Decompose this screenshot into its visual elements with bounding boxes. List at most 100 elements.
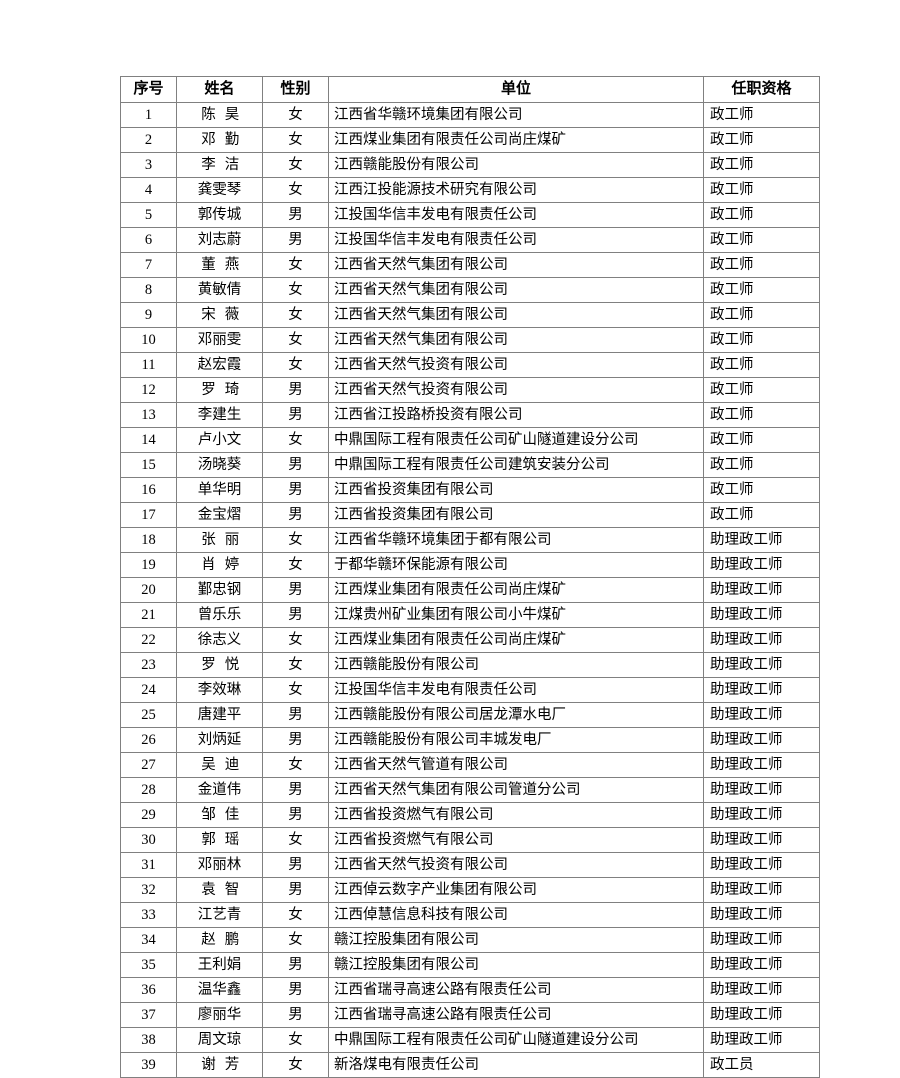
table-row: 8 黄敏倩 女江西省天然气集团有限公司 政工师 — [120, 277, 820, 303]
cell-name: 周文琼 — [176, 1027, 263, 1053]
cell-gender: 女 — [262, 427, 329, 453]
cell-index: 36 — [120, 977, 177, 1003]
person-name: 张丽 — [201, 532, 249, 548]
cell-gender: 女 — [262, 827, 329, 853]
cell-gender: 女 — [262, 102, 329, 128]
cell-gender: 女 — [262, 1027, 329, 1053]
table-header-row: 序号 姓名 性别 单位 任职资格 — [120, 76, 820, 103]
cell-gender: 男 — [262, 227, 329, 253]
cell-index: 19 — [120, 552, 177, 578]
cell-qualification: 政工师 — [703, 402, 820, 428]
cell-name: 陈昊 — [176, 102, 263, 128]
cell-name: 宋薇 — [176, 302, 263, 328]
cell-index: 9 — [120, 302, 177, 328]
cell-unit: 江西赣能股份有限公司丰城发电厂 — [328, 727, 704, 753]
person-name: 曾乐乐 — [197, 607, 242, 623]
cell-gender: 男 — [262, 727, 329, 753]
cell-index: 6 — [120, 227, 177, 253]
person-name: 刘志蔚 — [197, 232, 242, 248]
cell-unit: 江西省华赣环境集团有限公司 — [328, 102, 704, 128]
cell-gender: 男 — [262, 977, 329, 1003]
table-header: 序号 姓名 性别 单位 任职资格 — [120, 76, 820, 103]
table-row: 13 李建生 男江西省江投路桥投资有限公司 政工师 — [120, 402, 820, 428]
column-header-index: 序号 — [120, 76, 177, 103]
table-row: 14 卢小文 女中鼎国际工程有限责任公司矿山隧道建设分公司 政工师 — [120, 427, 820, 453]
cell-unit: 江西省瑞寻高速公路有限责任公司 — [328, 977, 704, 1003]
person-name: 李洁 — [201, 157, 249, 173]
cell-unit: 江西省天然气投资有限公司 — [328, 352, 704, 378]
cell-name: 温华鑫 — [176, 977, 263, 1003]
person-name: 陈昊 — [201, 107, 249, 123]
table-row: 35 王利娟 男赣江控股集团有限公司 助理政工师 — [120, 952, 820, 978]
cell-gender: 女 — [262, 277, 329, 303]
cell-index: 26 — [120, 727, 177, 753]
cell-index: 34 — [120, 927, 177, 953]
cell-gender: 女 — [262, 627, 329, 653]
cell-unit: 江西省天然气投资有限公司 — [328, 377, 704, 403]
cell-gender: 女 — [262, 902, 329, 928]
cell-unit: 江西省天然气集团有限公司 — [328, 277, 704, 303]
cell-unit: 江西赣能股份有限公司居龙潭水电厂 — [328, 702, 704, 728]
cell-unit: 于都华赣环保能源有限公司 — [328, 552, 704, 578]
person-name: 周文琼 — [197, 1032, 242, 1048]
table-row: 31 邓丽林 男江西省天然气投资有限公司 助理政工师 — [120, 852, 820, 878]
cell-unit: 江西省天然气集团有限公司管道分公司 — [328, 777, 704, 803]
cell-gender: 女 — [262, 127, 329, 153]
cell-index: 14 — [120, 427, 177, 453]
cell-index: 20 — [120, 577, 177, 603]
table-row: 1 陈昊女江西省华赣环境集团有限公司 政工师 — [120, 102, 820, 128]
cell-gender: 女 — [262, 677, 329, 703]
cell-name: 罗琦 — [176, 377, 263, 403]
cell-unit: 中鼎国际工程有限责任公司建筑安装分公司 — [328, 452, 704, 478]
person-name: 王利娟 — [197, 957, 242, 973]
table-row: 32 袁智男江西倬云数字产业集团有限公司 助理政工师 — [120, 877, 820, 903]
table-row: 30 郭瑶女江西省投资燃气有限公司 助理政工师 — [120, 827, 820, 853]
cell-gender: 女 — [262, 752, 329, 778]
cell-gender: 男 — [262, 1002, 329, 1028]
cell-unit: 江西省华赣环境集团于都有限公司 — [328, 527, 704, 553]
person-name: 江艺青 — [197, 907, 242, 923]
cell-index: 13 — [120, 402, 177, 428]
cell-index: 11 — [120, 352, 177, 378]
cell-gender: 男 — [262, 777, 329, 803]
cell-unit: 江西赣能股份有限公司 — [328, 652, 704, 678]
cell-unit: 江西省投资集团有限公司 — [328, 477, 704, 503]
cell-name: 廖丽华 — [176, 1002, 263, 1028]
table-row: 37 廖丽华 男江西省瑞寻高速公路有限责任公司 助理政工师 — [120, 1002, 820, 1028]
person-name: 李建生 — [197, 407, 242, 423]
cell-qualification: 助理政工师 — [703, 1002, 820, 1028]
cell-name: 赵宏霞 — [176, 352, 263, 378]
cell-name: 李建生 — [176, 402, 263, 428]
cell-qualification: 助理政工师 — [703, 977, 820, 1003]
cell-qualification: 助理政工师 — [703, 527, 820, 553]
roster-table: 序号 姓名 性别 单位 任职资格 1 陈昊女江西省华赣环境集团有限公司 政工师 2 邓勤… — [120, 76, 820, 1078]
cell-gender: 女 — [262, 302, 329, 328]
cell-name: 曾乐乐 — [176, 602, 263, 628]
cell-index: 35 — [120, 952, 177, 978]
cell-name: 龚雯琴 — [176, 177, 263, 203]
table-row: 7 董燕女江西省天然气集团有限公司 政工师 — [120, 252, 820, 278]
cell-name: 江艺青 — [176, 902, 263, 928]
cell-name: 刘志蔚 — [176, 227, 263, 253]
cell-unit: 江西省天然气集团有限公司 — [328, 252, 704, 278]
cell-index: 28 — [120, 777, 177, 803]
person-name: 汤晓葵 — [197, 457, 242, 473]
cell-index: 21 — [120, 602, 177, 628]
cell-qualification: 政工师 — [703, 227, 820, 253]
cell-qualification: 政工师 — [703, 427, 820, 453]
cell-index: 30 — [120, 827, 177, 853]
table-row: 33 江艺青 女江西倬慧信息科技有限公司 助理政工师 — [120, 902, 820, 928]
person-name: 金道伟 — [197, 782, 242, 798]
cell-unit: 江西煤业集团有限责任公司尚庄煤矿 — [328, 577, 704, 603]
column-header-unit: 单位 — [328, 76, 704, 103]
person-name: 吴迪 — [201, 757, 249, 773]
cell-index: 37 — [120, 1002, 177, 1028]
cell-qualification: 助理政工师 — [703, 577, 820, 603]
cell-name: 邓丽林 — [176, 852, 263, 878]
cell-unit: 江西省天然气投资有限公司 — [328, 852, 704, 878]
cell-index: 17 — [120, 502, 177, 528]
cell-unit: 江西江投能源技术研究有限公司 — [328, 177, 704, 203]
cell-qualification: 政工师 — [703, 177, 820, 203]
cell-qualification: 政工师 — [703, 127, 820, 153]
cell-name: 袁智 — [176, 877, 263, 903]
